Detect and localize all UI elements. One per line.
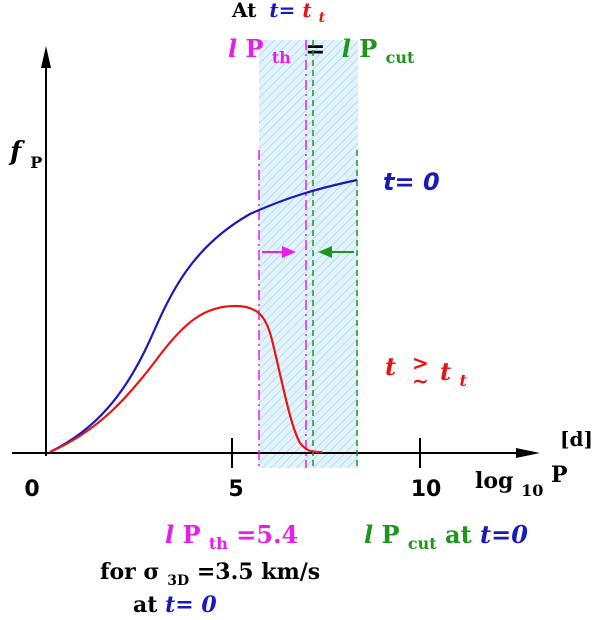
label-t0: t= 0 [383, 168, 440, 196]
magenta-arrow-head [282, 246, 296, 258]
label-tt-t: t [385, 352, 396, 381]
lpcut-l: l [342, 34, 351, 63]
x-unit: [d] [560, 427, 593, 451]
footer-for: for [100, 559, 143, 585]
svg-text:l P th =5.4: l P th =5.4 [165, 520, 298, 555]
x-label-p: P [551, 462, 568, 488]
footer-lpcut-at: at [445, 520, 480, 549]
x-label-log: log [475, 468, 513, 494]
cut-band [259, 40, 358, 468]
header-t-t-sub: t [319, 10, 326, 26]
label-tt-sim: ~ [412, 369, 429, 393]
tick-label-10: 10 [411, 477, 442, 502]
lpth-p: P [245, 34, 263, 63]
svg-text:at t= 0: at t= 0 [133, 592, 217, 618]
svg-text:At t= t t: At t= t t [231, 0, 326, 26]
curve-t0 [49, 178, 358, 453]
y-label-sub: P [30, 153, 42, 172]
footer-at: at [133, 592, 165, 618]
svg-text:l P th = l: l P th = l P cut [228, 34, 415, 69]
curve-tt [49, 304, 323, 454]
lpth-l: l [228, 34, 237, 63]
lpcut-p: P [359, 34, 377, 63]
footer-lpth-val: =5.4 [236, 520, 298, 549]
header-at: At [231, 0, 257, 22]
footer-lpcut-l: l [364, 520, 373, 549]
y-label-f: f [8, 137, 25, 167]
footer-lpth-p: P [182, 520, 200, 549]
tick-label-0: 0 [24, 477, 39, 502]
footer-lpcut-sub: cut [408, 534, 437, 553]
footer-sigma: σ [143, 559, 159, 585]
header-t-eq: t= [269, 0, 295, 22]
header-t-t: t [302, 0, 312, 22]
y-axis-arrow [41, 46, 51, 68]
footer-lpcut-p: P [381, 520, 399, 549]
green-arrow-head [318, 246, 332, 258]
label-tt-sub: t [459, 371, 467, 390]
footer-sigma-val: =3.5 km/s [197, 559, 320, 585]
svg-text:f P: f P [8, 137, 42, 172]
label-tt-geq: > [412, 351, 429, 375]
svg-text:for σ 3D =3.5 km/: for σ 3D =3.5 km/s [100, 559, 320, 591]
footer-sigma-sub: 3D [167, 573, 189, 589]
footer-lpcut-t: t=0 [480, 520, 528, 549]
svg-text:t t: t t [440, 357, 467, 390]
footer-at-t: t= 0 [165, 592, 217, 618]
svg-text:log 10 P: log 10 P [475, 462, 568, 502]
footer-lpth-l: l [165, 520, 174, 549]
footer-lpth-sub: th [209, 534, 228, 553]
tick-label-5: 5 [228, 477, 243, 502]
lpth-equals: = [305, 34, 325, 63]
x-label-sub: 10 [521, 481, 543, 500]
x-axis-arrow [516, 448, 540, 458]
label-tt-t2: t [440, 357, 451, 386]
svg-text:l P cut at t: l P cut at t=0 [364, 520, 528, 555]
lpth-sub: th [272, 48, 291, 67]
lpcut-sub: cut [386, 48, 415, 67]
